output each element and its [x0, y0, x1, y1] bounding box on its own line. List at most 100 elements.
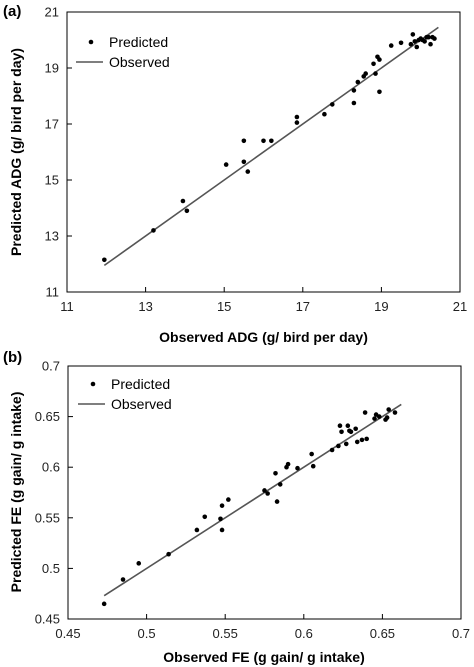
legend-label-predicted: Predicted: [111, 376, 170, 392]
data-point: [428, 41, 433, 47]
data-point: [223, 162, 229, 167]
plot-area: [67, 365, 462, 620]
data-point: [245, 169, 251, 174]
data-point: [151, 228, 156, 233]
observed-line: [103, 403, 402, 597]
data-point: [310, 463, 316, 469]
data-point: [295, 465, 300, 471]
y-tick-label: 13: [45, 229, 59, 244]
data-point: [354, 439, 360, 445]
y-tick-label: 0.7: [42, 359, 60, 374]
data-point: [329, 447, 335, 453]
data-point: [376, 414, 382, 419]
data-point: [226, 497, 231, 502]
data-point: [294, 120, 300, 125]
data-point: [285, 461, 291, 467]
x-axis-title: Observed ADG (g/ bird per day): [159, 329, 368, 345]
y-tick-label: 0.45: [35, 612, 60, 627]
series-layer: [101, 403, 402, 607]
y-tick-label: 19: [45, 61, 59, 76]
data-point: [410, 32, 416, 37]
data-point: [398, 40, 404, 46]
x-tick-label: 0.5: [138, 626, 156, 641]
y-axis-title: Predicted ADG (g/ bird per day): [8, 48, 24, 256]
data-point: [386, 407, 391, 412]
data-point: [241, 159, 247, 165]
y-tick-label: 0.55: [35, 510, 60, 525]
y-tick-labels: 0.45 0.5 0.55 0.6 0.65 0.7: [35, 359, 60, 627]
x-tick-label: 0.65: [370, 626, 395, 641]
x-tick-label: 13: [138, 299, 152, 314]
data-point: [426, 34, 431, 40]
data-point: [388, 43, 394, 48]
y-tick-label: 15: [45, 173, 59, 188]
panel-label: (b): [3, 349, 22, 366]
data-point: [359, 437, 365, 443]
legend-label-predicted: Predicted: [109, 34, 168, 50]
series-layer: [102, 26, 439, 267]
data-point: [422, 39, 427, 44]
y-tick-label: 11: [46, 285, 60, 300]
plot-area: [66, 11, 461, 293]
y-tick-label: 0.65: [35, 409, 60, 424]
data-point: [351, 88, 357, 93]
legend-label-observed: Observed: [111, 396, 172, 412]
data-point: [337, 423, 343, 429]
y-axis-title: Predicted FE (g gain/ g intake): [8, 392, 24, 593]
data-point: [120, 577, 126, 582]
legend-marker-predicted: [90, 381, 96, 387]
data-point: [372, 416, 377, 421]
x-tick-label: 0.6: [295, 626, 313, 641]
x-tick-labels: 11 13 15 17 19 21: [60, 299, 467, 314]
legend: Predicted Observed: [78, 376, 172, 412]
data-point: [336, 443, 341, 449]
y-tick-label: 17: [45, 117, 59, 132]
legend-marker-predicted: [88, 39, 94, 45]
data-point: [339, 429, 344, 435]
data-point: [261, 138, 266, 144]
tick-marks: [67, 365, 462, 620]
panel-a: (a) 11 13 15 17 19 21 11 13 15 17 19 21 Predicted O…: [3, 3, 467, 345]
data-point: [194, 527, 200, 533]
data-point: [392, 410, 398, 415]
y-tick-label: 0.6: [42, 460, 60, 475]
data-point: [412, 39, 418, 44]
data-point: [166, 551, 171, 557]
x-tick-label: 19: [374, 299, 388, 314]
legend: Predicted Observed: [76, 34, 170, 70]
y-tick-label: 0.5: [42, 561, 60, 576]
y-tick-label: 21: [45, 5, 59, 20]
x-axis-title: Observed FE (g gain/ g intake): [163, 649, 364, 665]
data-point: [294, 114, 300, 120]
x-tick-label: 0.7: [452, 626, 470, 641]
data-point: [274, 499, 280, 504]
data-point: [265, 491, 270, 496]
data-point: [343, 441, 349, 447]
data-point: [219, 527, 225, 533]
x-tick-labels: 0.45 0.5 0.55 0.6 0.65 0.7: [55, 626, 470, 641]
data-point: [101, 601, 107, 607]
data-point: [351, 100, 357, 106]
data-point: [219, 503, 225, 508]
data-point: [363, 71, 368, 76]
x-tick-label: 15: [217, 299, 231, 314]
data-point: [408, 41, 414, 47]
data-point: [136, 561, 142, 566]
y-tick-labels: 11 13 15 17 19 21: [45, 5, 59, 300]
data-point: [241, 138, 247, 144]
data-point: [202, 514, 208, 520]
data-point: [377, 57, 382, 62]
data-point: [355, 79, 361, 85]
data-point: [218, 516, 223, 522]
data-point: [362, 410, 368, 415]
data-point: [309, 451, 314, 457]
x-tick-label: 21: [453, 299, 467, 314]
data-point: [371, 61, 376, 67]
data-point: [348, 429, 354, 435]
panel-label: (a): [3, 3, 21, 20]
x-tick-label: 11: [60, 299, 74, 314]
data-point: [269, 138, 274, 144]
data-point: [329, 102, 335, 107]
data-point: [384, 415, 390, 420]
